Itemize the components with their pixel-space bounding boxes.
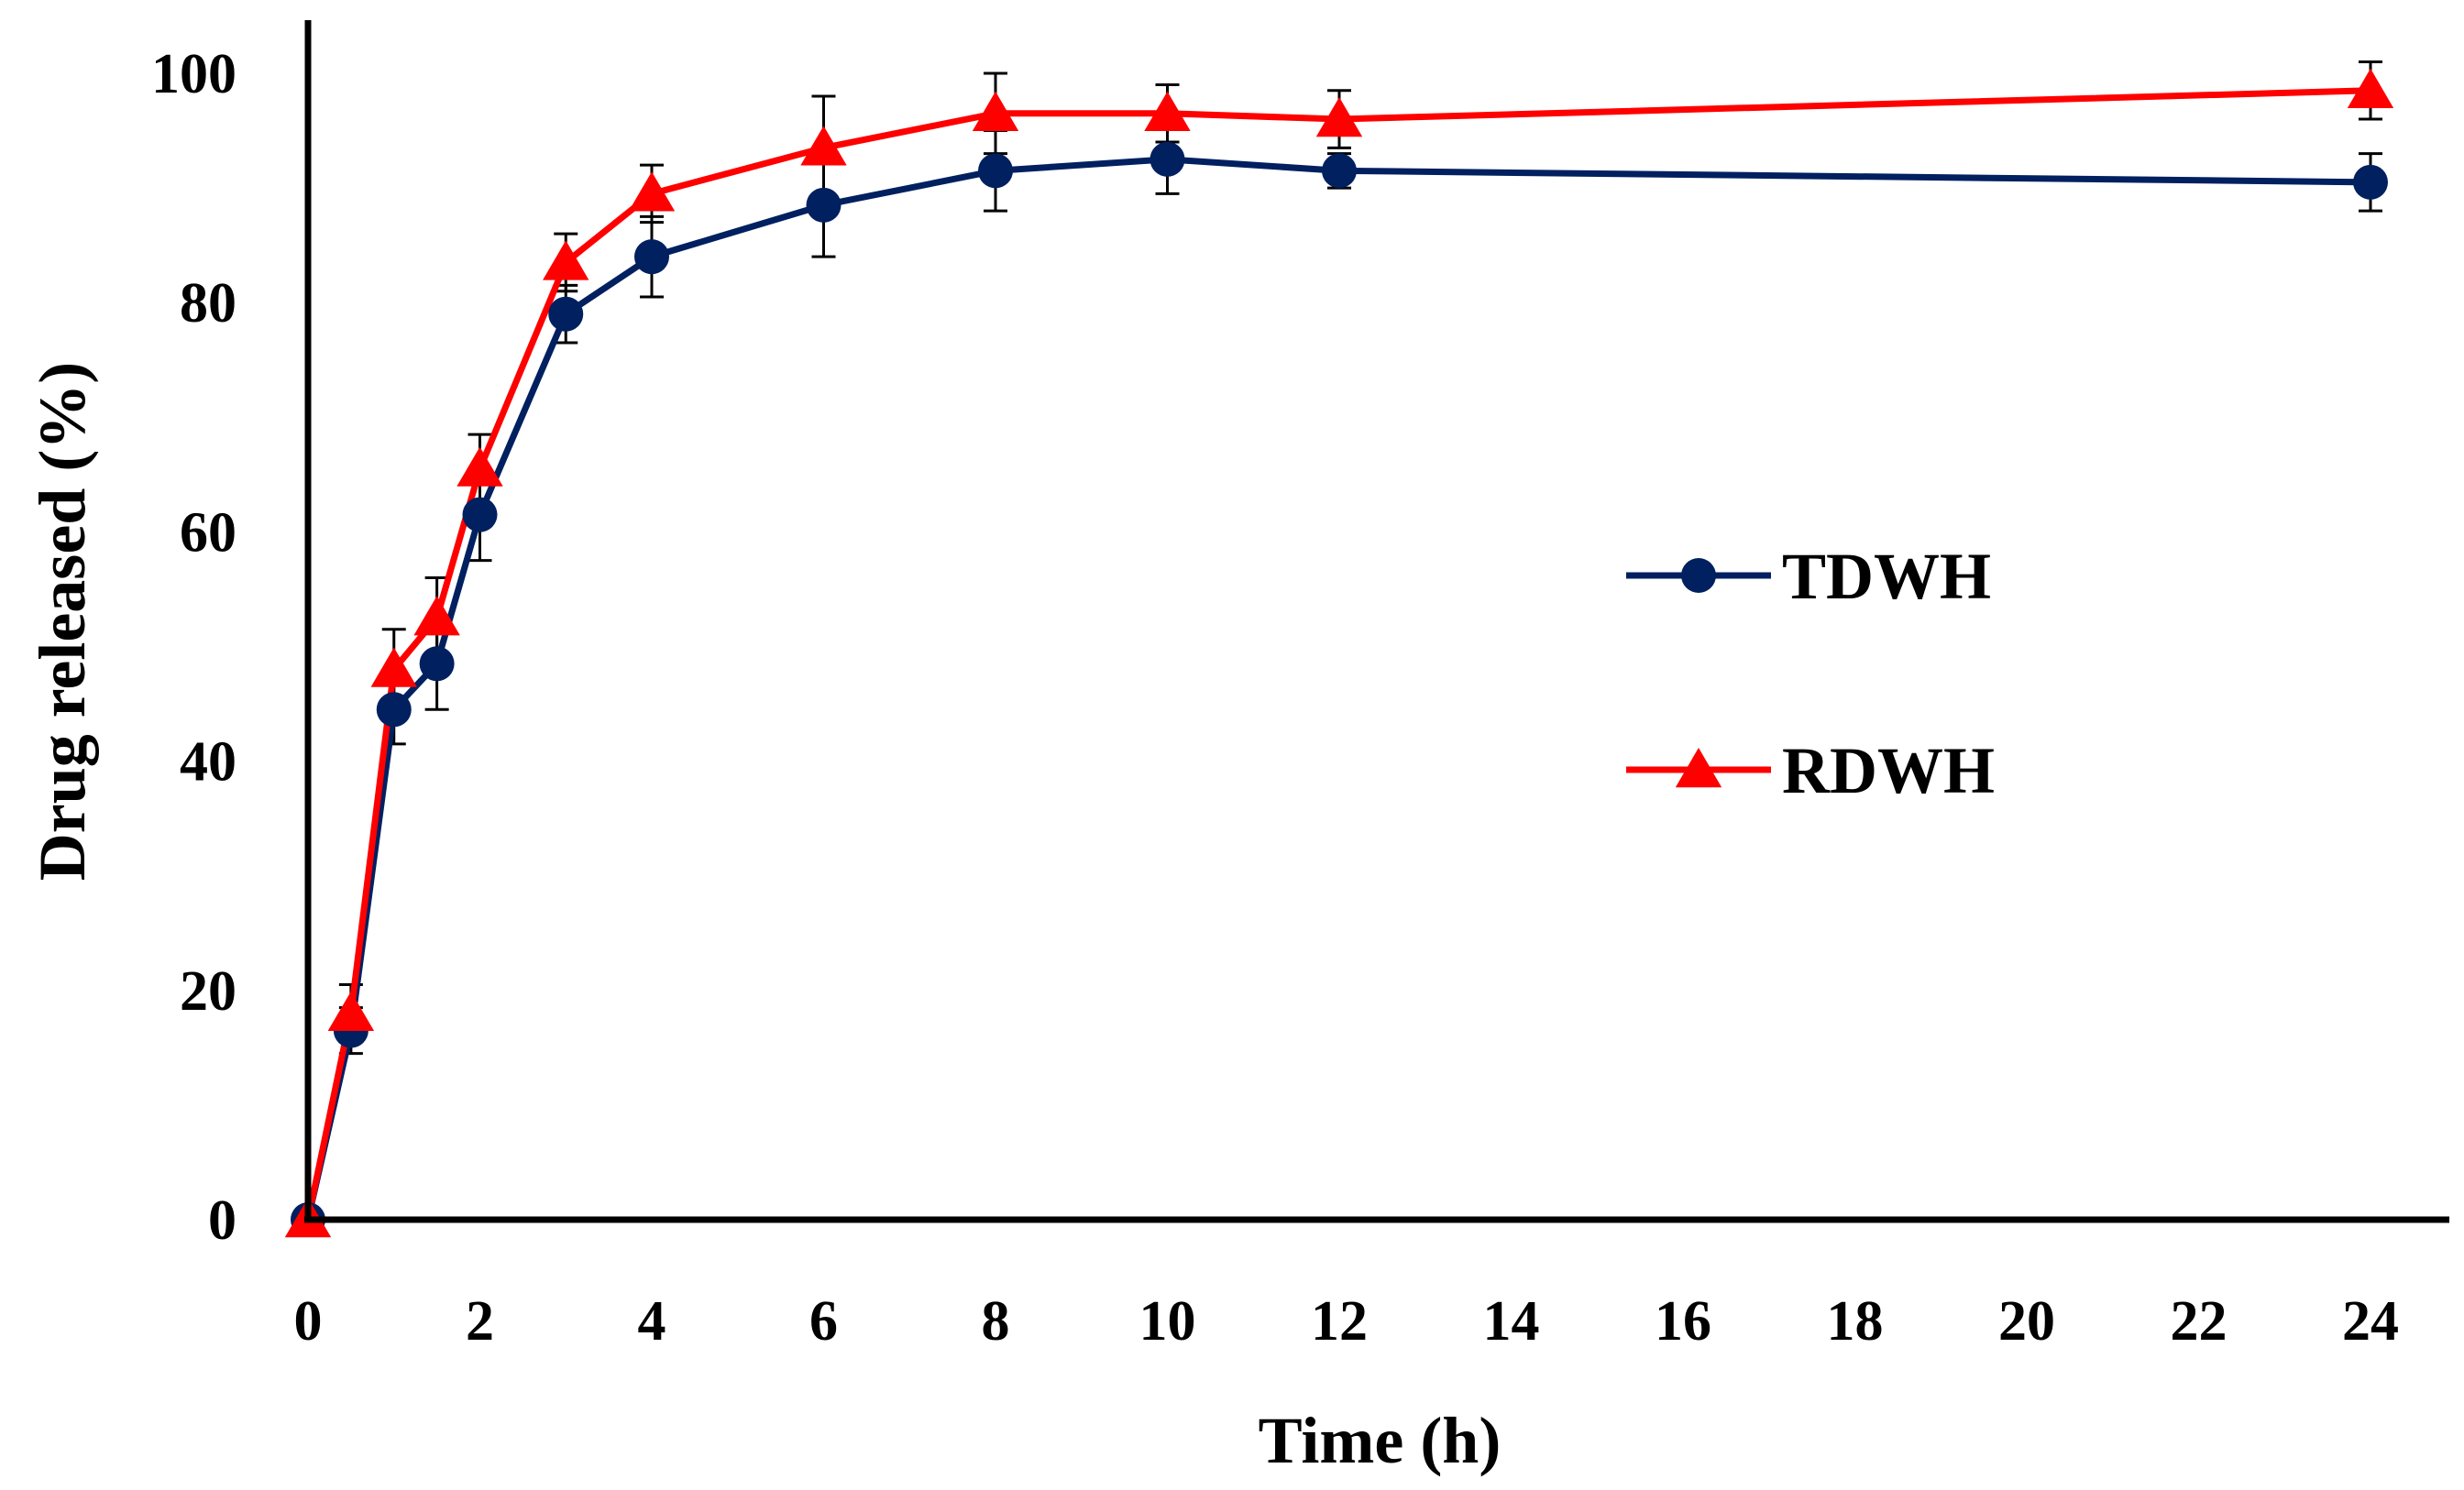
x-tick-label: 20	[1998, 1290, 2055, 1353]
y-axis-title: Drug released (%)	[26, 362, 99, 882]
legend-label: RDWH	[1782, 734, 1995, 807]
x-tick-label: 2	[466, 1290, 494, 1353]
x-tick-label: 8	[982, 1290, 1010, 1353]
tdwh-point	[462, 497, 498, 532]
axes	[304, 20, 2449, 1223]
rdwh-point	[1144, 91, 1191, 131]
x-tick-label: 14	[1483, 1290, 1540, 1353]
x-tick-label: 16	[1655, 1290, 1711, 1353]
tdwh-point	[1322, 153, 1357, 189]
tdwh-point	[419, 646, 455, 682]
x-axis-title: Time (h)	[1259, 1404, 1502, 1477]
rdwh-point	[800, 126, 847, 166]
legend-item-rdwh: RDWH	[1626, 734, 1995, 807]
tdwh-point	[634, 239, 669, 275]
legend-marker	[1681, 558, 1716, 593]
rdwh-point	[1315, 97, 1363, 137]
x-tick-label: 24	[2342, 1290, 2399, 1353]
x-tick-label: 0	[294, 1290, 323, 1353]
tdwh-point	[376, 692, 412, 728]
y-tick-label: 20	[180, 960, 236, 1023]
rdwh-point	[456, 446, 503, 487]
rdwh-point	[413, 596, 460, 636]
tdwh-point	[1150, 141, 1185, 177]
x-tick-label: 22	[2171, 1290, 2228, 1353]
series-lines	[304, 87, 2371, 1221]
x-tick-label: 12	[1311, 1290, 1368, 1353]
legend-marker	[1675, 748, 1722, 788]
rdwh-point	[543, 240, 589, 280]
y-tick-label: 60	[180, 501, 236, 564]
legend: TDWH RDWH	[1626, 540, 1995, 807]
tdwh-point	[2353, 164, 2388, 200]
rdwh-point	[2347, 68, 2394, 108]
tdwh-point	[806, 187, 842, 223]
legend-label: TDWH	[1782, 540, 1991, 613]
tdwh-point	[548, 296, 584, 332]
tdwh-point	[978, 153, 1013, 189]
legend-item-tdwh: TDWH	[1626, 540, 1991, 613]
y-tick-label: 40	[180, 731, 236, 794]
rdwh-point	[327, 991, 375, 1032]
tdwh-series-line	[304, 156, 2371, 1221]
rdwh-series-line	[304, 87, 2371, 1221]
rdwh-point	[628, 171, 676, 212]
plot-area	[284, 60, 2394, 1238]
rdwh-point	[370, 647, 417, 687]
x-tick-label: 18	[1827, 1290, 1884, 1353]
y-tick-label: 80	[180, 272, 236, 334]
x-tick-label: 10	[1139, 1290, 1196, 1353]
series-markers	[284, 68, 2394, 1238]
rdwh-point	[972, 91, 1019, 131]
y-tick-label: 100	[151, 43, 236, 105]
x-tick-label: 4	[638, 1290, 666, 1353]
y-tick-label: 0	[208, 1189, 236, 1252]
x-tick-label: 6	[809, 1290, 838, 1353]
